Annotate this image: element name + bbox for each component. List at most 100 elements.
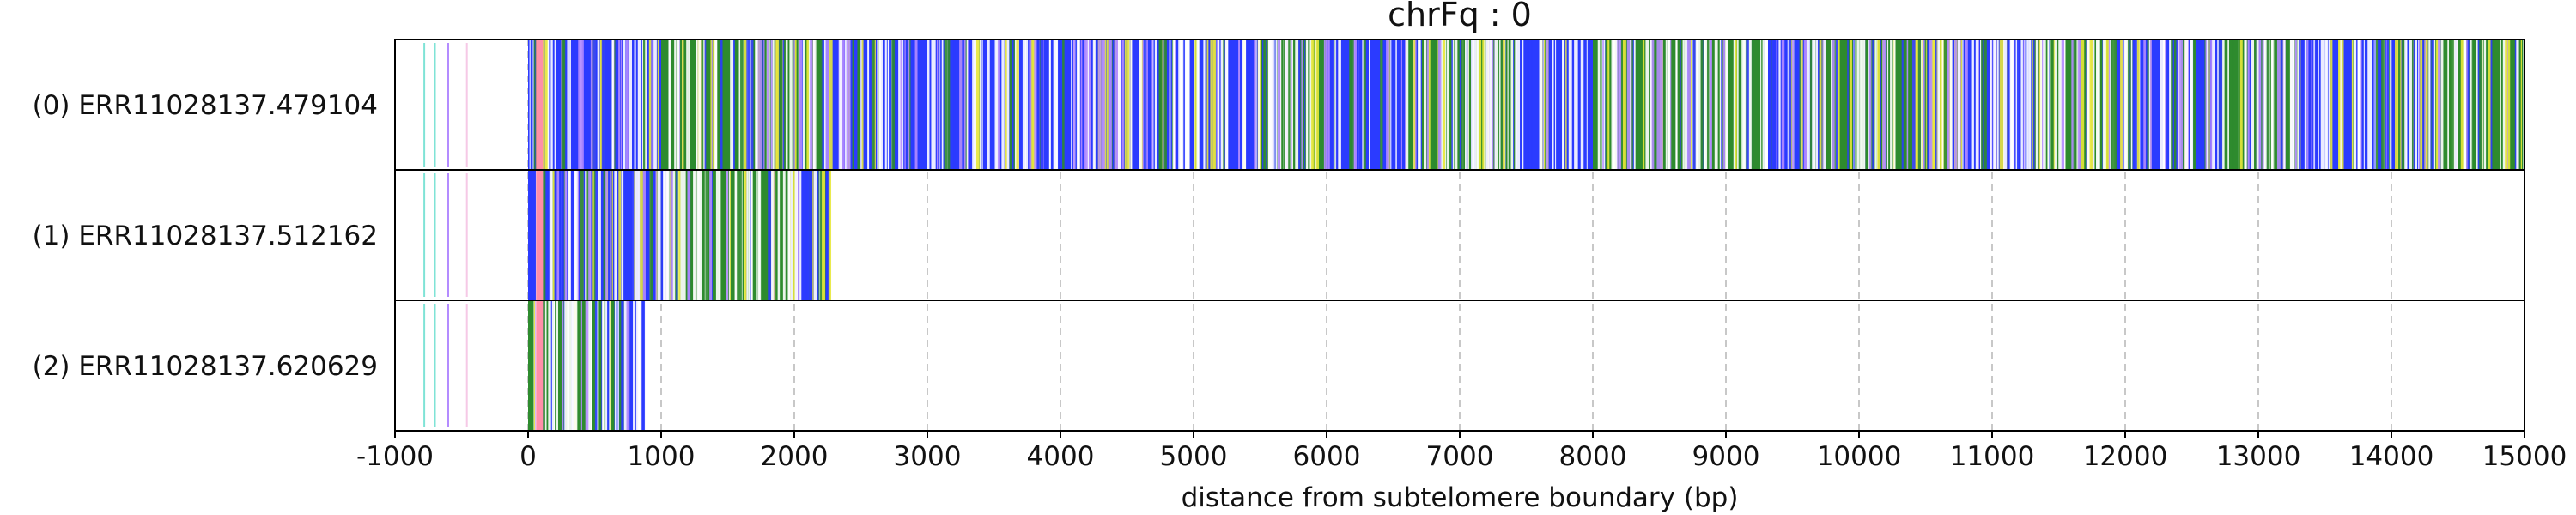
- segment-line: [1213, 39, 1217, 170]
- segment-line: [536, 300, 544, 431]
- segment-line: [564, 300, 567, 431]
- segment-line: [1210, 39, 1213, 170]
- segment-line: [605, 300, 610, 431]
- segment-line: [592, 170, 594, 300]
- segment-line: [601, 39, 605, 170]
- segment-line: [2071, 39, 2075, 170]
- segment-line: [536, 170, 544, 300]
- segment-line: [2143, 39, 2146, 170]
- segment-line: [1737, 39, 1739, 170]
- segment-line: [529, 39, 531, 170]
- segment-line: [770, 39, 773, 170]
- segment-line: [2047, 39, 2051, 170]
- segment-line: [668, 39, 671, 170]
- segment-line: [793, 170, 796, 300]
- x-tick-label: 15000: [2482, 441, 2567, 472]
- segment-line: [2001, 39, 2005, 170]
- segment-line: [2320, 39, 2324, 170]
- segment-line: [666, 170, 670, 300]
- segment-line: [740, 39, 744, 170]
- segment-line: [1719, 39, 1722, 170]
- segment-line: [2008, 39, 2009, 170]
- segment-line: [1695, 39, 1698, 170]
- segment-line: [1358, 39, 1362, 170]
- segment-line: [611, 300, 614, 431]
- segment-line: [2219, 39, 2223, 170]
- segment-line: [1271, 39, 1275, 170]
- segment-line: [1277, 39, 1281, 170]
- segment-line: [1746, 39, 1749, 170]
- segment-line: [1115, 39, 1118, 170]
- segment-line: [577, 300, 580, 431]
- segment-line: [2502, 39, 2506, 170]
- segment-line: [2353, 39, 2357, 170]
- segment-line: [806, 170, 811, 300]
- segment-line: [1124, 39, 1127, 170]
- segment-line: [1725, 39, 1728, 170]
- segment-line: [2258, 39, 2261, 170]
- segment-line: [1026, 39, 1030, 170]
- segment-line: [2032, 39, 2034, 170]
- segment-line: [2108, 39, 2111, 170]
- segment-line: [2120, 39, 2123, 170]
- segment-line: [2179, 39, 2184, 170]
- segment-line: [2519, 39, 2521, 170]
- segment-line: [1295, 39, 1299, 170]
- segment-line: [1476, 39, 1479, 170]
- segment-line: [1482, 39, 1485, 170]
- segment-line: [1687, 39, 1692, 170]
- segment-line: [1203, 39, 1206, 170]
- segment-line: [613, 39, 616, 170]
- segment-line: [1822, 39, 1824, 170]
- segment-line: [2467, 39, 2470, 170]
- segment-line: [757, 170, 762, 300]
- segment-line: [1563, 39, 1566, 170]
- segment-line: [1690, 39, 1692, 170]
- segment-line: [1602, 39, 1604, 170]
- segment-line: [1614, 39, 1618, 170]
- segment-line: [1115, 39, 1120, 170]
- x-tick-label: 7000: [1426, 441, 1494, 472]
- segment-line: [914, 39, 918, 170]
- segment-line: [614, 170, 617, 300]
- x-tick-label: 6000: [1293, 441, 1361, 472]
- segment-line: [2194, 39, 2196, 170]
- segment-line: [1121, 39, 1124, 170]
- segment-line: [1172, 39, 1176, 170]
- segment-line: [682, 39, 684, 170]
- segment-line: [2292, 39, 2295, 170]
- segment-line: [2239, 39, 2243, 170]
- segment-line: [607, 170, 611, 300]
- segment-line: [898, 39, 902, 170]
- segment-line: [1321, 39, 1324, 170]
- segment-line: [657, 39, 659, 170]
- segment-line: [1024, 39, 1029, 170]
- segment-line: [2431, 39, 2434, 170]
- segment-line: [1418, 39, 1420, 170]
- segment-line: [589, 300, 592, 431]
- segment-line: [861, 39, 864, 170]
- segment-line: [2330, 39, 2333, 170]
- segment-line: [1784, 39, 1787, 170]
- segment-line: [2256, 39, 2259, 170]
- segment-line: [548, 300, 551, 431]
- segment-line: [617, 300, 619, 431]
- segment-line: [1923, 39, 1926, 170]
- segment-line: [711, 39, 713, 170]
- segment-line: [2077, 39, 2081, 170]
- segment-line: [2009, 39, 2014, 170]
- x-tick-label: 10000: [1817, 441, 1902, 472]
- segment-line: [1675, 39, 1678, 170]
- segment-line: [1194, 39, 1197, 170]
- segment-line: [2069, 39, 2074, 170]
- segment-line: [677, 39, 680, 170]
- segment-line: [817, 39, 820, 170]
- segment-line: [2489, 39, 2493, 170]
- segment-line: [1897, 39, 1900, 170]
- segment-line: [563, 300, 565, 431]
- segment-line: [2178, 39, 2181, 170]
- segment-line: [1616, 39, 1619, 170]
- segment-line: [1315, 39, 1320, 170]
- segment-line: [702, 39, 705, 170]
- segment-line: [1993, 39, 1995, 170]
